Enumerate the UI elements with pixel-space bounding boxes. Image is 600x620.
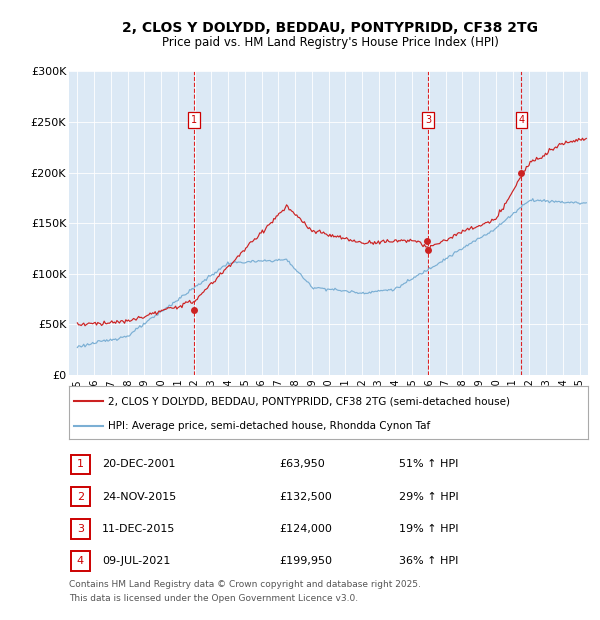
Text: 1: 1 [191,115,197,125]
Text: 11-DEC-2015: 11-DEC-2015 [102,524,175,534]
Text: £132,500: £132,500 [279,492,332,502]
Text: 36% ↑ HPI: 36% ↑ HPI [399,556,458,566]
Text: 20-DEC-2001: 20-DEC-2001 [102,459,176,469]
Text: Price paid vs. HM Land Registry's House Price Index (HPI): Price paid vs. HM Land Registry's House … [161,36,499,48]
Text: 09-JUL-2021: 09-JUL-2021 [102,556,170,566]
Text: £199,950: £199,950 [279,556,332,566]
Text: 51% ↑ HPI: 51% ↑ HPI [399,459,458,469]
Text: HPI: Average price, semi-detached house, Rhondda Cynon Taf: HPI: Average price, semi-detached house,… [108,421,430,431]
Text: Contains HM Land Registry data © Crown copyright and database right 2025.: Contains HM Land Registry data © Crown c… [69,580,421,590]
Text: 29% ↑ HPI: 29% ↑ HPI [399,492,458,502]
Bar [71,487,90,507]
Text: 3: 3 [77,524,84,534]
Text: £63,950: £63,950 [279,459,325,469]
Text: 1: 1 [77,459,84,469]
Bar [71,551,90,571]
Text: 3: 3 [425,115,431,125]
Text: 2, CLOS Y DOLYDD, BEDDAU, PONTYPRIDD, CF38 2TG (semi-detached house): 2, CLOS Y DOLYDD, BEDDAU, PONTYPRIDD, CF… [108,396,510,406]
Bar [71,454,90,474]
Text: 2: 2 [77,492,84,502]
Text: 24-NOV-2015: 24-NOV-2015 [102,492,176,502]
Bar [71,519,90,539]
Text: 2, CLOS Y DOLYDD, BEDDAU, PONTYPRIDD, CF38 2TG: 2, CLOS Y DOLYDD, BEDDAU, PONTYPRIDD, CF… [122,21,538,35]
Text: 4: 4 [77,556,84,566]
Text: This data is licensed under the Open Government Licence v3.0.: This data is licensed under the Open Gov… [69,594,358,603]
Text: 19% ↑ HPI: 19% ↑ HPI [399,524,458,534]
Text: 4: 4 [518,115,524,125]
Text: £124,000: £124,000 [279,524,332,534]
